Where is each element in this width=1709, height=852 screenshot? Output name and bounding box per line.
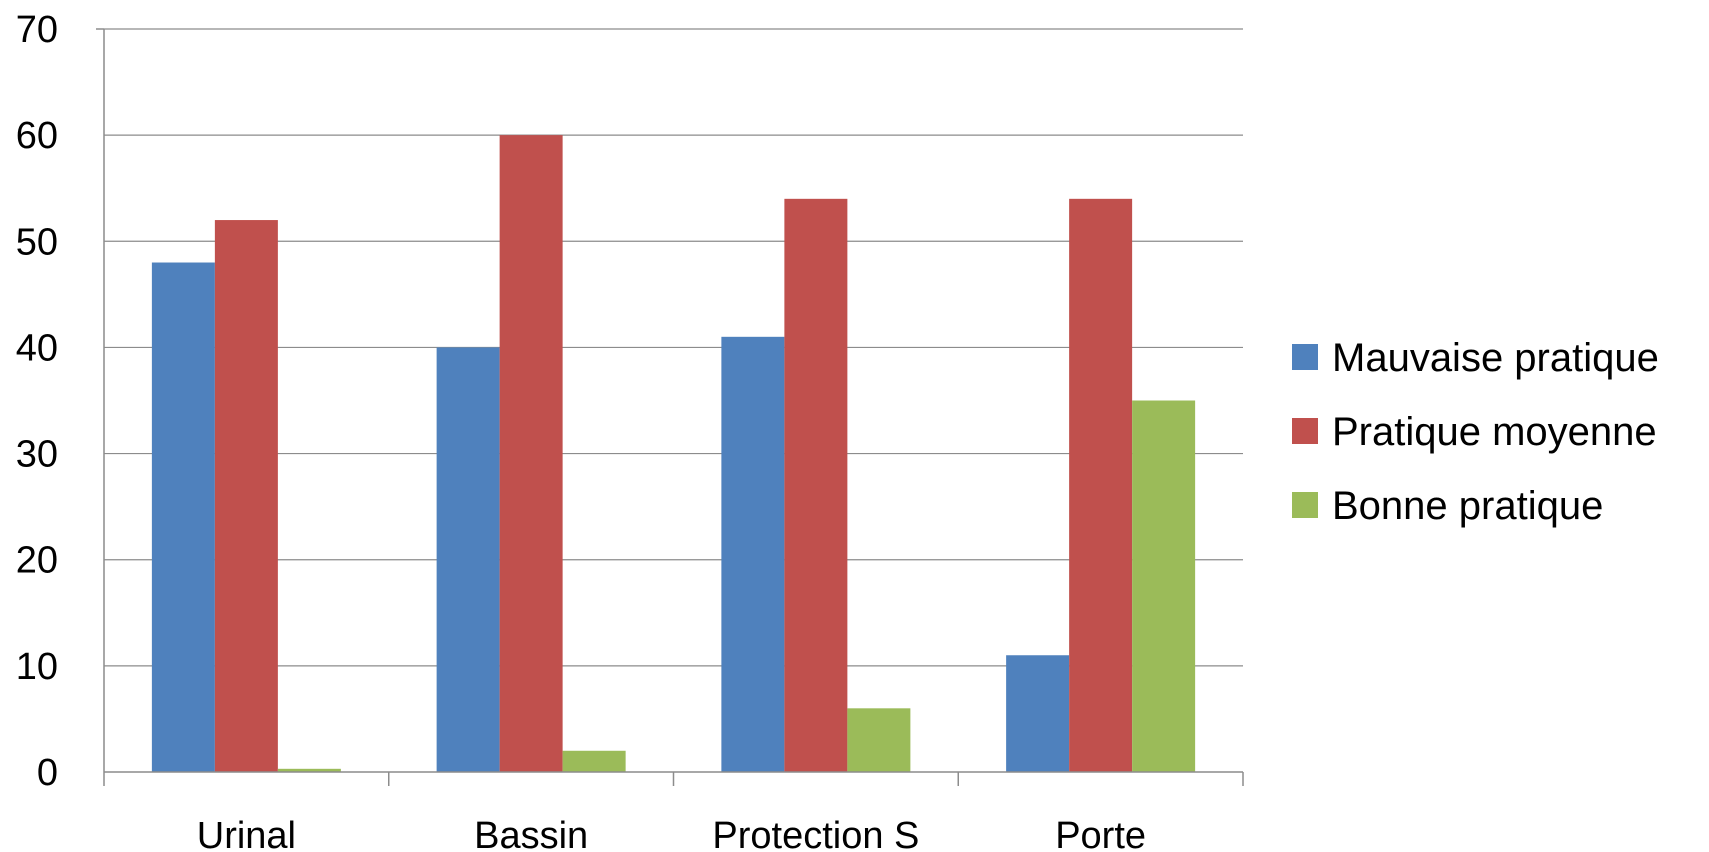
- y-tick-label: 10: [16, 646, 58, 688]
- bar: [562, 750, 626, 772]
- x-tick-labels: Urinal Bassin Protection S Porte: [197, 815, 1146, 852]
- bars: [151, 135, 1196, 773]
- x-tick-label: Urinal: [197, 815, 296, 852]
- x-tick-label: Protection S: [712, 815, 919, 852]
- legend-swatch: [1292, 492, 1318, 518]
- y-tick-label: 60: [16, 115, 58, 157]
- legend-swatch: [1292, 344, 1318, 370]
- bar: [151, 262, 215, 772]
- y-tick-labels: 0 10 20 30 40 50 60 70: [16, 9, 58, 794]
- bar: [214, 220, 278, 773]
- y-tick-label: 50: [16, 221, 58, 263]
- y-tick-label: 30: [16, 434, 58, 476]
- bar: [436, 347, 500, 772]
- legend-label: Bonne pratique: [1332, 484, 1603, 528]
- legend-label: Mauvaise pratique: [1332, 336, 1659, 380]
- bar: [721, 336, 785, 772]
- bar: [499, 135, 563, 773]
- legend-swatch: [1292, 418, 1318, 444]
- legend: Mauvaise pratique Pratique moyenne Bonne p…: [1292, 336, 1659, 528]
- legend-label: Pratique moyenne: [1332, 410, 1657, 454]
- y-tick-label: 20: [16, 540, 58, 582]
- bar: [1132, 400, 1196, 772]
- y-tick-label: 0: [37, 752, 58, 794]
- bar: [847, 708, 911, 772]
- axes: [96, 28, 1244, 786]
- bar: [1069, 198, 1133, 773]
- y-tick-label: 40: [16, 327, 58, 369]
- y-tick-label: 70: [16, 9, 58, 51]
- bar: [1006, 655, 1070, 772]
- bar: [277, 768, 341, 772]
- bar: [784, 198, 848, 773]
- x-tick-label: Porte: [1055, 815, 1146, 852]
- gridlines: [104, 28, 1243, 667]
- x-tick-label: Bassin: [474, 815, 588, 852]
